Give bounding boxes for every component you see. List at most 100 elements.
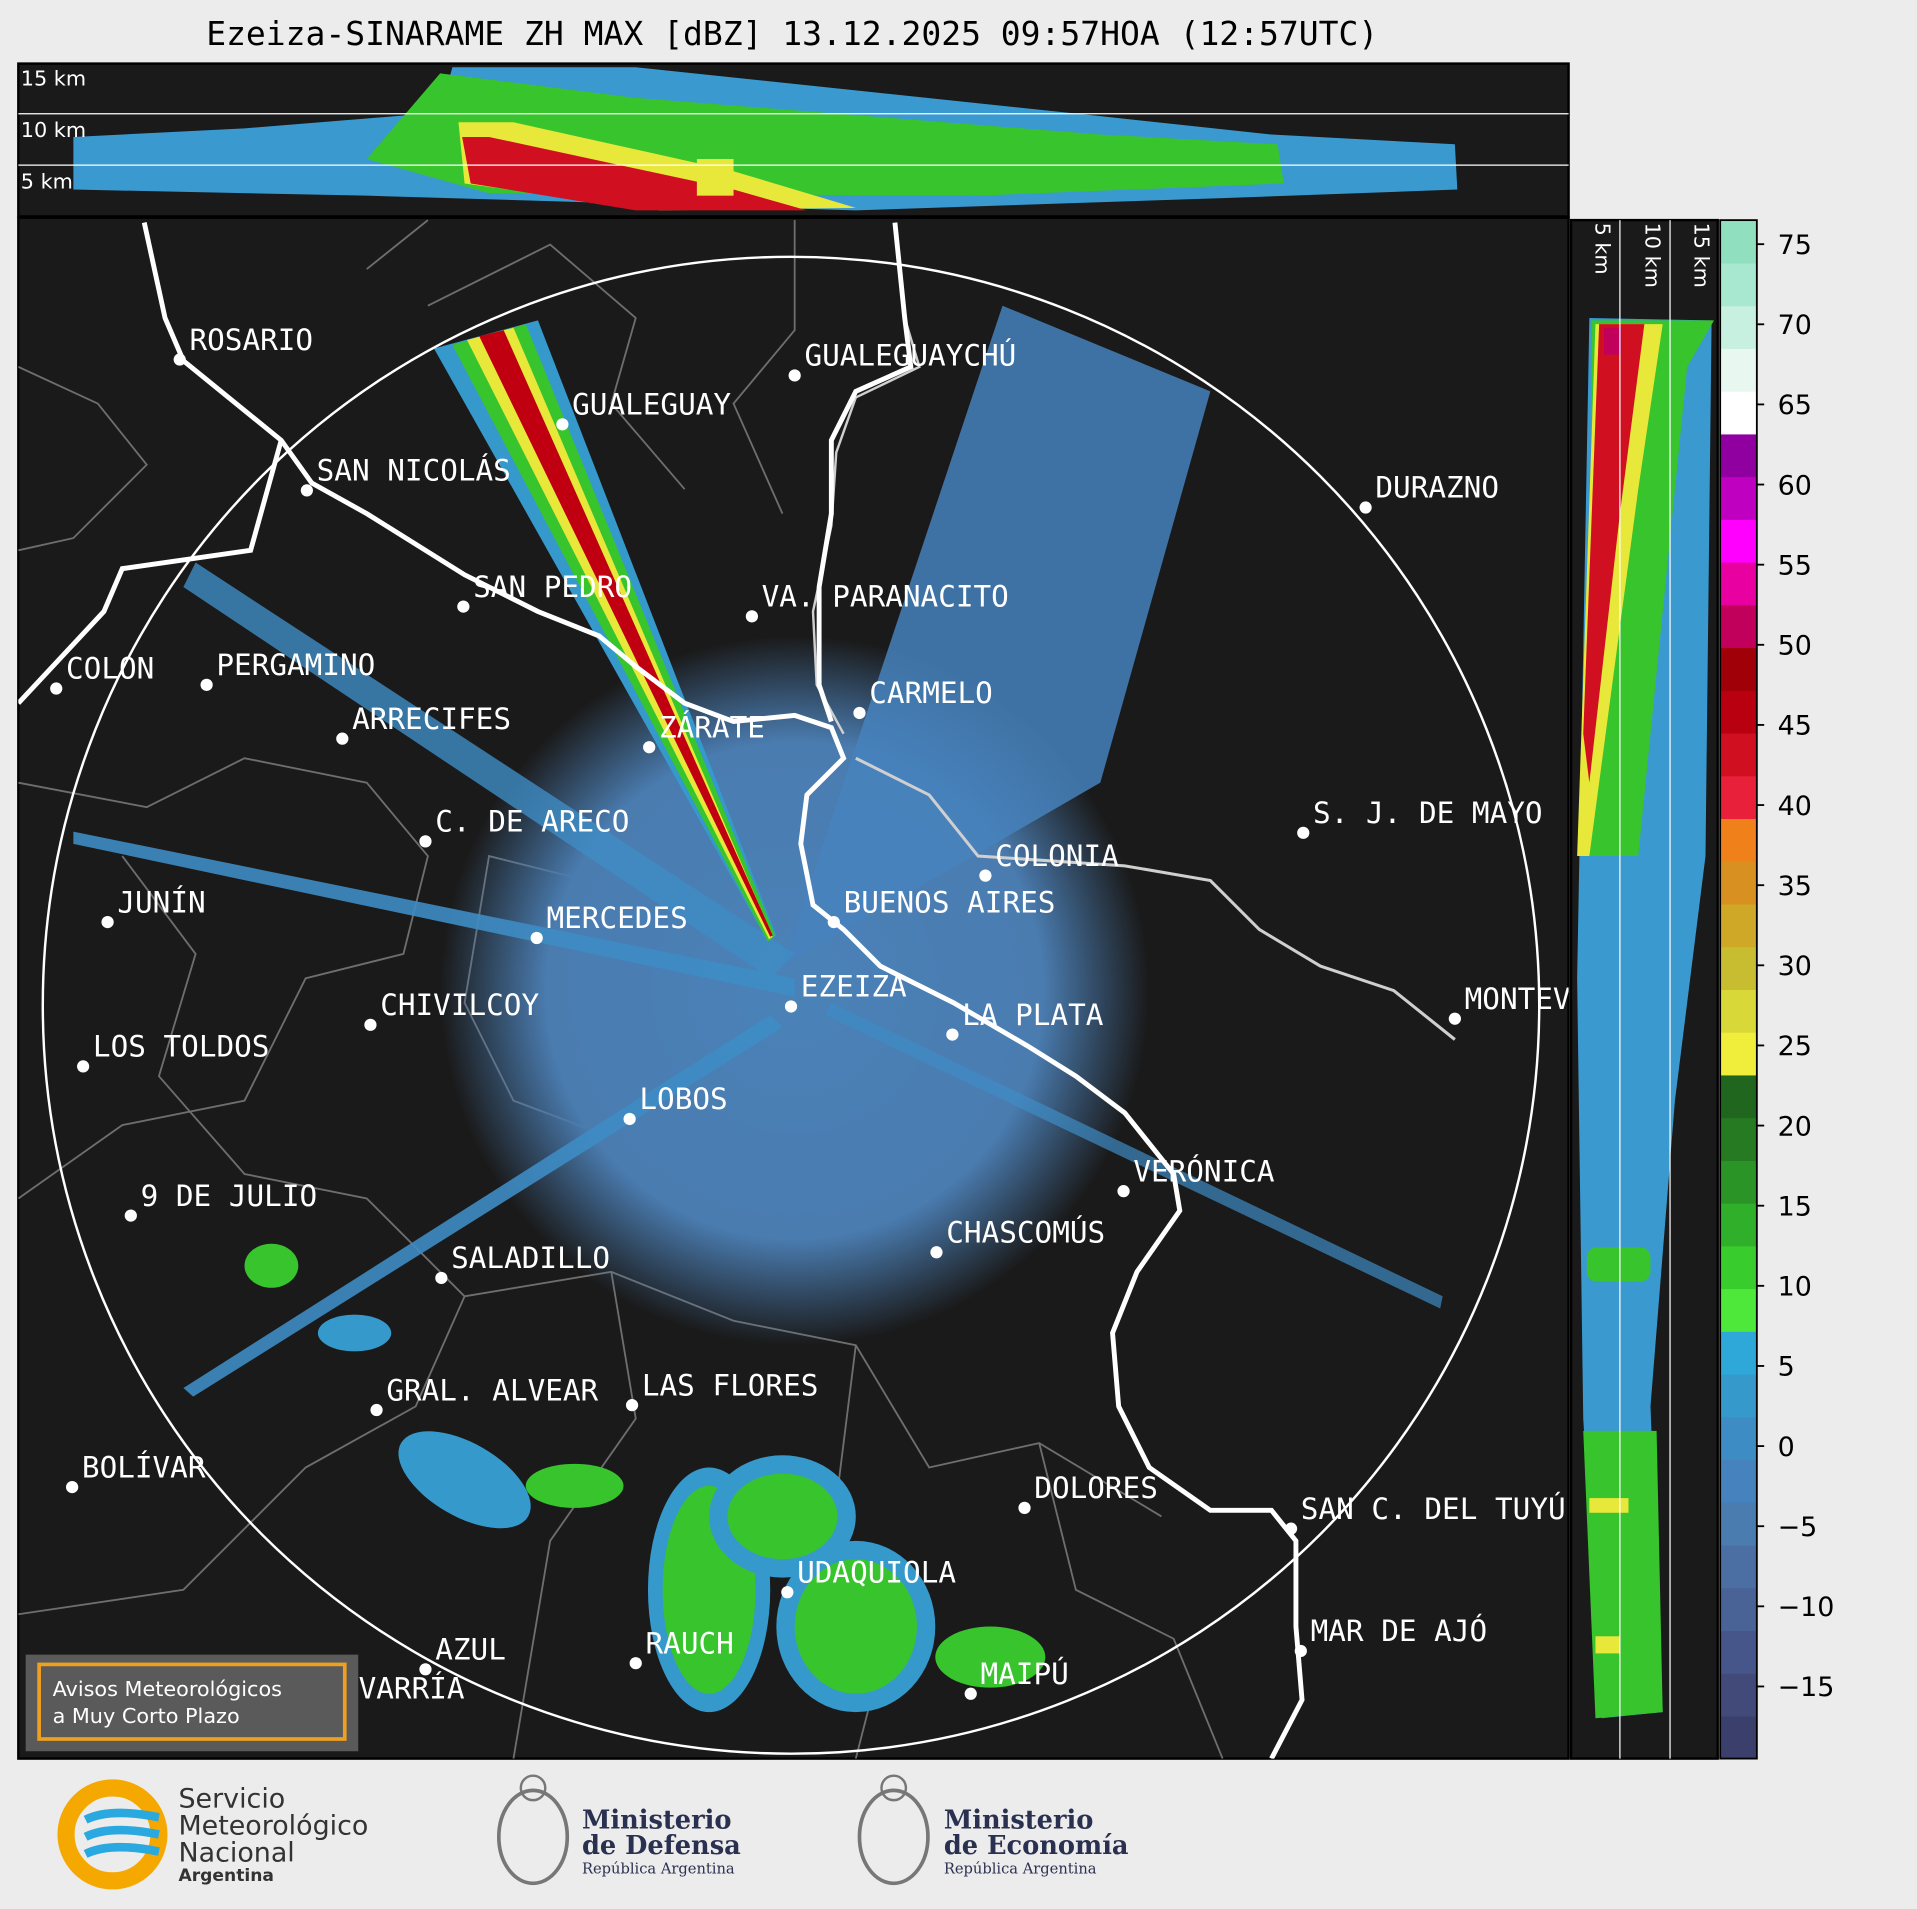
city-dot xyxy=(788,369,801,382)
colorbar-tick-label: 75 xyxy=(1778,230,1812,261)
logo-text: Servicio xyxy=(178,1783,285,1814)
city-label: BUENOS AIRES xyxy=(844,885,1056,919)
city-label: S. J. DE MAYO xyxy=(1313,796,1543,830)
city-label: MAIPÚ xyxy=(981,1655,1069,1691)
city-label: VERÓNICA xyxy=(1133,1152,1275,1188)
colorbar-tick-label: −10 xyxy=(1778,1592,1835,1623)
city-label: DURAZNO xyxy=(1375,471,1499,505)
border xyxy=(18,439,284,705)
range-ring xyxy=(41,255,1541,1755)
colorbar-band xyxy=(1720,1502,1757,1546)
city-dot xyxy=(173,353,186,366)
notice-bg xyxy=(25,1654,359,1752)
colorbar-tick-label: 15 xyxy=(1778,1191,1812,1222)
city-dot xyxy=(784,1000,798,1013)
colorbar-band xyxy=(1720,433,1757,478)
city-label: MAR DE AJÓ xyxy=(1311,1612,1488,1648)
colorbar-band xyxy=(1720,775,1757,820)
coast xyxy=(855,756,1456,1041)
city-dot xyxy=(979,869,992,882)
colorbar-band xyxy=(1720,1715,1757,1760)
city-dot xyxy=(1117,1185,1130,1198)
height-label: 10 km xyxy=(1641,223,1665,288)
city-dot xyxy=(457,600,470,613)
colorbar-band xyxy=(1720,1373,1757,1418)
colorbar-band xyxy=(1720,1459,1757,1503)
logo-text: República Argentina xyxy=(582,1861,735,1878)
city-label: MONTEVIDEO xyxy=(1465,982,1642,1016)
colorbar-band xyxy=(1720,391,1757,435)
smn-logo: Servicio Meteorológico Nacional Argentin… xyxy=(57,1779,368,1890)
height-label: 15 km xyxy=(21,67,86,91)
city-label: ARRECIFES xyxy=(352,702,511,736)
city-label: LAS FLORES xyxy=(642,1368,819,1402)
logo-text: Argentina xyxy=(178,1866,273,1886)
city-dot xyxy=(77,1060,90,1073)
city-dot xyxy=(1359,501,1372,514)
colorbar-tick-label: −15 xyxy=(1778,1672,1835,1703)
colorbar-frame xyxy=(1719,219,1758,1760)
logo-text: de Economía xyxy=(944,1831,1129,1861)
city-dot xyxy=(124,1209,137,1222)
colorbar-tick-label: 50 xyxy=(1778,631,1812,662)
city-label: SAN PEDRO xyxy=(473,570,632,604)
river xyxy=(816,222,914,723)
colorbar-tick-label: 5 xyxy=(1778,1352,1795,1383)
echoes xyxy=(73,305,1443,1713)
emblem-sun xyxy=(880,1774,908,1802)
title: Ezeiza-SINARAME ZH MAX [dBZ] 13.12.2025 … xyxy=(206,14,1378,53)
city-dot xyxy=(364,1018,377,1031)
emblem xyxy=(857,1788,930,1886)
city-label: PERGAMINO xyxy=(216,648,375,682)
city-dot xyxy=(930,1246,943,1259)
city-label: C. DE ARECO xyxy=(435,805,629,839)
city-dot xyxy=(1284,1522,1298,1535)
colorbar-tick-label: 0 xyxy=(1778,1432,1795,1463)
colorbar-tick-label: 45 xyxy=(1778,711,1812,742)
colorbar-band xyxy=(1720,903,1757,948)
economia-logo: Ministerio de Economía República Argenti… xyxy=(857,1774,1129,1886)
colorbar-band xyxy=(1720,1673,1757,1717)
colorbar-tick-label: 65 xyxy=(1778,390,1812,421)
city-dot xyxy=(419,1663,432,1676)
city-dot xyxy=(101,915,114,929)
colorbar-band xyxy=(1720,1288,1757,1332)
city-dot xyxy=(1448,1012,1461,1025)
city-dot xyxy=(1018,1501,1031,1514)
colorbar-tick-label: 10 xyxy=(1778,1272,1812,1303)
map: ROSARIO GUALEGUAYCHÚ GUALEGUAY SAN NICOLÁS D… xyxy=(17,216,1642,1760)
notice-text: Avisos Meteorológicos xyxy=(53,1677,282,1701)
logo-text: Ministerio xyxy=(944,1805,1094,1835)
colorbar-band xyxy=(1720,1630,1757,1674)
city-label: DOLORES xyxy=(1034,1471,1158,1505)
colorbar-tick-label: 35 xyxy=(1778,871,1812,902)
city-dot xyxy=(530,931,543,945)
colorbar-band xyxy=(1720,519,1757,563)
colorbar-band xyxy=(1720,1117,1757,1161)
notice-box[interactable] xyxy=(37,1662,347,1741)
colorbar-band xyxy=(1720,732,1757,777)
footer: Servicio Meteorológico Nacional Argentin… xyxy=(57,1774,1129,1890)
colorbar-band xyxy=(1720,861,1757,905)
city-label: LA PLATA xyxy=(962,998,1104,1032)
city-label: LOBOS xyxy=(639,1082,727,1116)
colorbar-band xyxy=(1720,1587,1757,1631)
city-dot xyxy=(623,1112,636,1126)
city-dot xyxy=(853,706,866,720)
city-dot xyxy=(946,1028,959,1041)
city-dot xyxy=(556,418,569,431)
colorbar-band xyxy=(1720,562,1757,606)
city-label: JUNÍN xyxy=(117,884,205,919)
colorbar-band xyxy=(1720,1203,1757,1247)
city-label: 9 DE JULIO xyxy=(141,1179,318,1213)
colorbar-band xyxy=(1720,1416,1757,1461)
city-label: AZUL xyxy=(435,1633,506,1667)
city-label: COLON xyxy=(66,652,154,686)
city-dot xyxy=(827,915,840,929)
city-dot xyxy=(964,1687,977,1700)
cities: ROSARIO GUALEGUAYCHÚ GUALEGUAY SAN NICOLÁS D… xyxy=(50,323,1642,1715)
city-label: SAN NICOLÁS xyxy=(317,453,511,488)
emblem-sun xyxy=(519,1774,547,1802)
city-label: CHASCOMÚS xyxy=(946,1213,1105,1249)
